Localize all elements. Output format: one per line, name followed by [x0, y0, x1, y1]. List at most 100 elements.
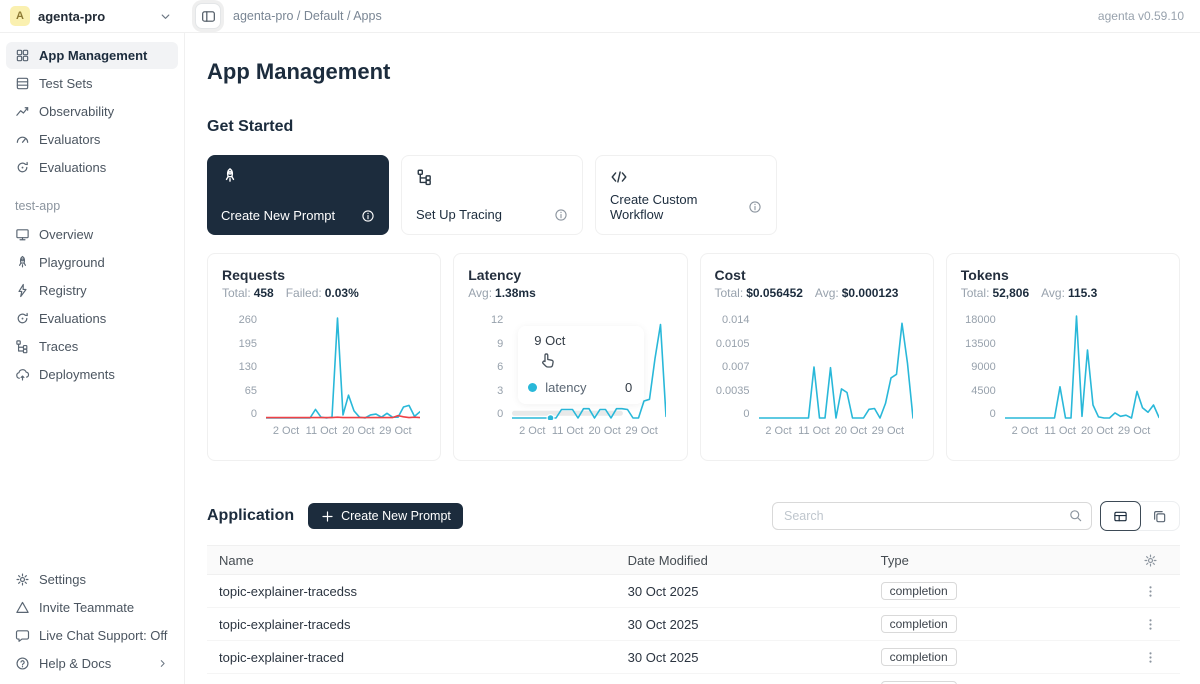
get-started-heading: Get Started	[207, 118, 1180, 136]
plus-icon	[320, 509, 335, 524]
y-axis-tick: 9	[497, 338, 503, 350]
sidebar-item-evaluations[interactable]: Evaluations	[6, 154, 178, 181]
info-icon[interactable]	[748, 200, 762, 214]
get-started-card-label: Create Custom Workflow	[610, 192, 748, 222]
tree-icon	[416, 168, 568, 186]
table-row[interactable]: career-assessment27 Oct 2025completion	[207, 674, 1180, 684]
sidebar-item-label: Observability	[39, 104, 114, 119]
help-icon	[15, 656, 30, 671]
type-badge: completion	[881, 582, 957, 600]
metric-chart[interactable]: 2 Oct11 Oct20 Oct29 Oct	[759, 314, 913, 440]
row-menu-button[interactable]	[1143, 584, 1158, 599]
sidebar-item-playground[interactable]: Playground	[6, 249, 178, 276]
sidebar-item-invite-teammate[interactable]: Invite Teammate	[6, 594, 178, 621]
column-header-date-modified: Date Modified	[616, 553, 869, 568]
sidebar-item-observability[interactable]: Observability	[6, 98, 178, 125]
metric-stat: Avg:1.38ms	[468, 286, 536, 300]
sidebar-item-label: Deployments	[39, 367, 115, 382]
sidebar-item-app-management[interactable]: App Management	[6, 42, 178, 69]
sidebar-item-traces[interactable]: Traces	[6, 333, 178, 360]
search-input[interactable]	[772, 502, 1092, 530]
sidebar-item-overview[interactable]: Overview	[6, 221, 178, 248]
tree-icon	[15, 339, 30, 354]
table-row[interactable]: topic-explainer-traceds30 Oct 2025comple…	[207, 608, 1180, 641]
y-axis-tick: 0	[743, 408, 749, 420]
column-header-name: Name	[207, 553, 616, 568]
x-axis-tick: 11 Oct	[798, 425, 830, 437]
type-cell: completion	[869, 582, 1122, 600]
x-axis-tick: 29 Oct	[1118, 425, 1150, 437]
x-axis-tick: 29 Oct	[625, 425, 657, 437]
create-new-prompt-button[interactable]: Create New Prompt	[308, 503, 463, 529]
card-view-button[interactable]	[1140, 502, 1179, 530]
get-started-card-set-up-tracing[interactable]: Set Up Tracing	[401, 155, 583, 235]
table-row[interactable]: topic-explainer-traced30 Oct 2025complet…	[207, 641, 1180, 674]
metric-title: Tokens	[961, 267, 1165, 283]
metric-charts-row: RequestsTotal:458Failed:0.03%26019513065…	[207, 253, 1180, 461]
sidebar-item-label: Settings	[39, 572, 86, 587]
app-name-cell: topic-explainer-tracedss	[207, 584, 616, 599]
gauge-icon	[15, 132, 30, 147]
sidebar-item-label: Help & Docs	[39, 656, 111, 671]
sidebar-item-label: Registry	[39, 283, 87, 298]
date-modified-cell: 30 Oct 2025	[616, 584, 869, 599]
cycle-icon	[15, 311, 30, 326]
get-started-card-label: Create New Prompt	[221, 208, 335, 223]
applications-table: NameDate ModifiedType topic-explainer-tr…	[207, 545, 1180, 684]
sidebar-item-evaluators[interactable]: Evaluators	[6, 126, 178, 153]
sidebar-item-evaluations[interactable]: Evaluations	[6, 305, 178, 332]
sidebar-item-registry[interactable]: Registry	[6, 277, 178, 304]
metric-title: Latency	[468, 267, 672, 283]
app-name-cell: topic-explainer-traced	[207, 650, 616, 665]
info-icon[interactable]	[554, 208, 568, 222]
y-axis-tick: 3	[497, 385, 503, 397]
metric-card-tokens: TokensTotal:52,806Avg:115.31800013500900…	[946, 253, 1180, 461]
hand-cursor-icon	[540, 352, 557, 369]
x-axis-tick: 20 Oct	[342, 425, 374, 437]
card-view-icon	[1152, 509, 1167, 524]
y-axis-tick: 9000	[971, 361, 995, 373]
row-menu-button[interactable]	[1143, 617, 1158, 632]
metric-chart[interactable]: 2 Oct11 Oct20 Oct29 Oct	[1005, 314, 1159, 440]
column-settings-button[interactable]	[1122, 553, 1180, 568]
triangle-icon	[15, 600, 30, 615]
row-menu-button[interactable]	[1143, 650, 1158, 665]
sidebar-item-test-sets[interactable]: Test Sets	[6, 70, 178, 97]
x-axis-tick: 29 Oct	[379, 425, 411, 437]
y-axis-tick: 195	[239, 338, 257, 350]
metric-chart[interactable]: 2 Oct11 Oct20 Oct29 Oct	[266, 314, 420, 440]
sidebar-collapse-icon	[201, 9, 216, 24]
sidebar-item-help-docs[interactable]: Help & Docs	[6, 650, 178, 677]
workspace-avatar: A	[10, 6, 30, 26]
metric-card-cost: CostTotal:$0.056452Avg:$0.0001230.0140.0…	[700, 253, 934, 461]
breadcrumb[interactable]: agenta-pro / Default / Apps	[233, 9, 382, 23]
chat-icon	[15, 628, 30, 643]
sidebar-item-label: Evaluations	[39, 160, 106, 175]
sidebar-item-label: Live Chat Support: Off	[39, 628, 167, 643]
get-started-card-create-custom-workflow[interactable]: Create Custom Workflow	[595, 155, 777, 235]
sidebar-item-settings[interactable]: Settings	[6, 566, 178, 593]
x-axis-tick: 20 Oct	[588, 425, 620, 437]
sidebar-section-label: test-app	[0, 182, 184, 220]
tooltip-value: 0	[625, 380, 634, 395]
table-view-button[interactable]	[1100, 501, 1141, 531]
tooltip-series-name: latency	[545, 380, 586, 395]
get-started-card-create-new-prompt[interactable]: Create New Prompt	[207, 155, 389, 235]
y-axis-tick: 0.0035	[716, 385, 750, 397]
page-title: App Management	[207, 59, 1180, 85]
sidebar-item-deployments[interactable]: Deployments	[6, 361, 178, 388]
sidebar-item-label: Invite Teammate	[39, 600, 134, 615]
type-cell: completion	[869, 615, 1122, 633]
sidebar-item-live-chat-support-off[interactable]: Live Chat Support: Off	[6, 622, 178, 649]
x-axis-tick: 11 Oct	[1044, 425, 1076, 437]
y-axis-tick: 18000	[965, 314, 996, 326]
workspace-selector[interactable]: A agenta-pro	[0, 6, 185, 26]
date-modified-cell: 30 Oct 2025	[616, 650, 869, 665]
table-row[interactable]: topic-explainer-tracedss30 Oct 2025 compl…	[207, 575, 1180, 608]
sidebar-toggle-button[interactable]	[195, 3, 221, 29]
y-axis-tick: 0.007	[722, 361, 750, 373]
y-axis-tick: 0	[251, 408, 257, 420]
info-icon[interactable]	[361, 209, 375, 223]
metric-chart[interactable]: 9 Octlatency02 Oct11 Oct20 Oct29 Oct	[512, 314, 666, 440]
table-body: topic-explainer-tracedss30 Oct 2025compl…	[207, 575, 1180, 684]
